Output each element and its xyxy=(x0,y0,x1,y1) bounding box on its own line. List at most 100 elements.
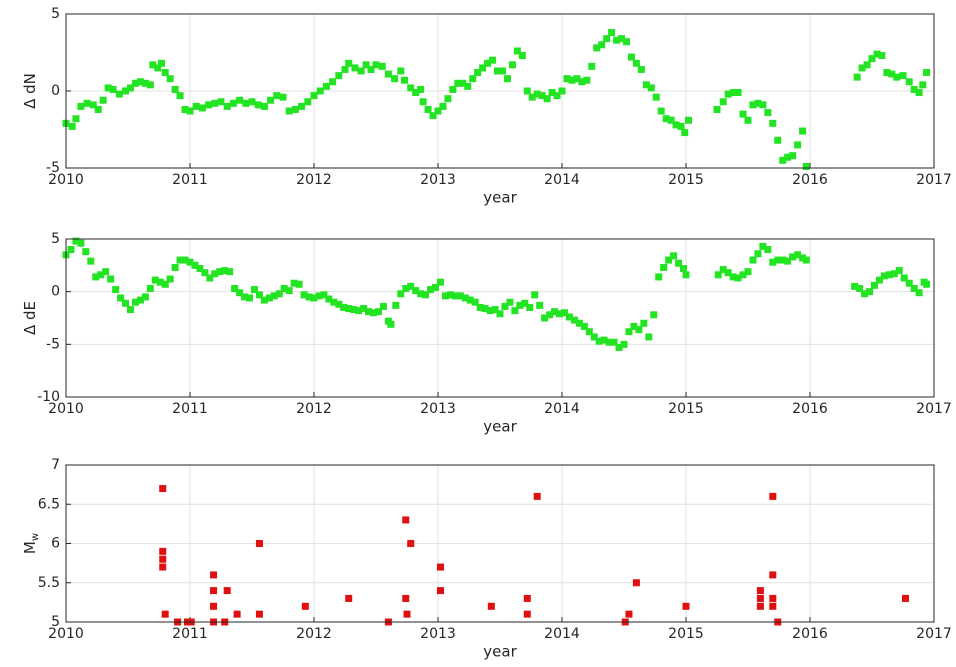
marker xyxy=(329,78,337,86)
marker xyxy=(888,70,896,78)
marker xyxy=(754,99,762,107)
marker xyxy=(466,296,474,304)
marker xyxy=(305,293,313,301)
marker xyxy=(523,610,531,618)
marker xyxy=(291,105,299,113)
y-axis-label-main: M xyxy=(21,541,39,554)
marker xyxy=(583,76,591,84)
y-tick-label: 5 xyxy=(51,614,60,630)
y-tick-label: 6.5 xyxy=(38,496,60,512)
marker xyxy=(660,263,668,271)
marker xyxy=(68,122,76,130)
marker xyxy=(724,269,732,277)
marker xyxy=(487,602,495,610)
marker xyxy=(858,64,866,72)
marker xyxy=(632,59,640,67)
marker xyxy=(615,343,623,351)
marker xyxy=(893,73,901,81)
marker xyxy=(627,53,635,61)
marker xyxy=(72,237,80,245)
marker xyxy=(774,136,782,144)
marker xyxy=(210,587,218,595)
marker xyxy=(407,84,415,92)
marker xyxy=(610,338,618,346)
marker xyxy=(516,301,524,309)
marker xyxy=(878,52,886,60)
x-tick-label: 2011 xyxy=(172,626,208,642)
marker xyxy=(196,264,204,272)
marker xyxy=(744,116,752,124)
marker xyxy=(506,298,514,306)
marker xyxy=(541,314,549,322)
marker xyxy=(83,99,91,107)
x-axis-label: year xyxy=(483,189,517,207)
marker xyxy=(769,594,777,602)
marker xyxy=(279,93,287,101)
marker xyxy=(350,306,358,314)
marker xyxy=(402,516,410,524)
marker xyxy=(603,35,611,43)
marker xyxy=(590,333,598,341)
marker xyxy=(166,75,174,83)
marker xyxy=(665,256,673,264)
marker xyxy=(620,340,628,348)
marker xyxy=(901,594,909,602)
marker xyxy=(734,89,742,97)
plot-area xyxy=(66,239,934,397)
marker xyxy=(131,298,139,306)
marker xyxy=(578,78,586,86)
marker xyxy=(126,84,134,92)
marker xyxy=(109,85,117,93)
marker xyxy=(117,294,125,302)
marker xyxy=(655,273,663,281)
marker xyxy=(231,285,239,293)
marker xyxy=(171,85,179,93)
marker xyxy=(407,282,415,290)
marker xyxy=(595,337,603,345)
marker xyxy=(67,246,75,254)
marker xyxy=(756,594,764,602)
marker xyxy=(573,75,581,83)
marker xyxy=(330,298,338,306)
marker xyxy=(280,285,288,293)
y-axis-label: Δ dN xyxy=(21,73,39,109)
marker xyxy=(122,299,130,307)
marker xyxy=(915,289,923,297)
marker xyxy=(802,162,810,170)
marker xyxy=(233,610,241,618)
marker xyxy=(910,285,918,293)
marker xyxy=(479,64,487,72)
marker xyxy=(769,492,777,500)
marker xyxy=(794,251,802,259)
marker xyxy=(159,547,167,555)
marker xyxy=(570,316,578,324)
marker xyxy=(749,256,757,264)
marker xyxy=(513,47,521,55)
marker xyxy=(341,65,349,73)
marker xyxy=(316,87,324,95)
marker xyxy=(764,246,772,254)
x-tick-label: 2012 xyxy=(296,626,332,642)
marker xyxy=(883,69,891,77)
x-tick-label: 2010 xyxy=(48,626,84,642)
y-tick-label: -10 xyxy=(37,389,60,405)
marker xyxy=(402,594,410,602)
marker xyxy=(632,579,640,587)
marker xyxy=(546,311,554,319)
marker xyxy=(221,267,229,275)
marker xyxy=(667,116,675,124)
marker xyxy=(496,310,504,318)
x-tick-label: 2015 xyxy=(668,401,704,417)
marker xyxy=(335,72,343,80)
marker xyxy=(754,250,762,258)
marker xyxy=(652,93,660,101)
y-tick-label: 5 xyxy=(51,231,60,247)
marker xyxy=(161,280,169,288)
marker xyxy=(461,294,469,302)
marker xyxy=(919,81,927,89)
marker xyxy=(198,104,206,112)
marker xyxy=(657,107,665,115)
marker xyxy=(680,264,688,272)
x-tick-label: 2013 xyxy=(420,626,456,642)
